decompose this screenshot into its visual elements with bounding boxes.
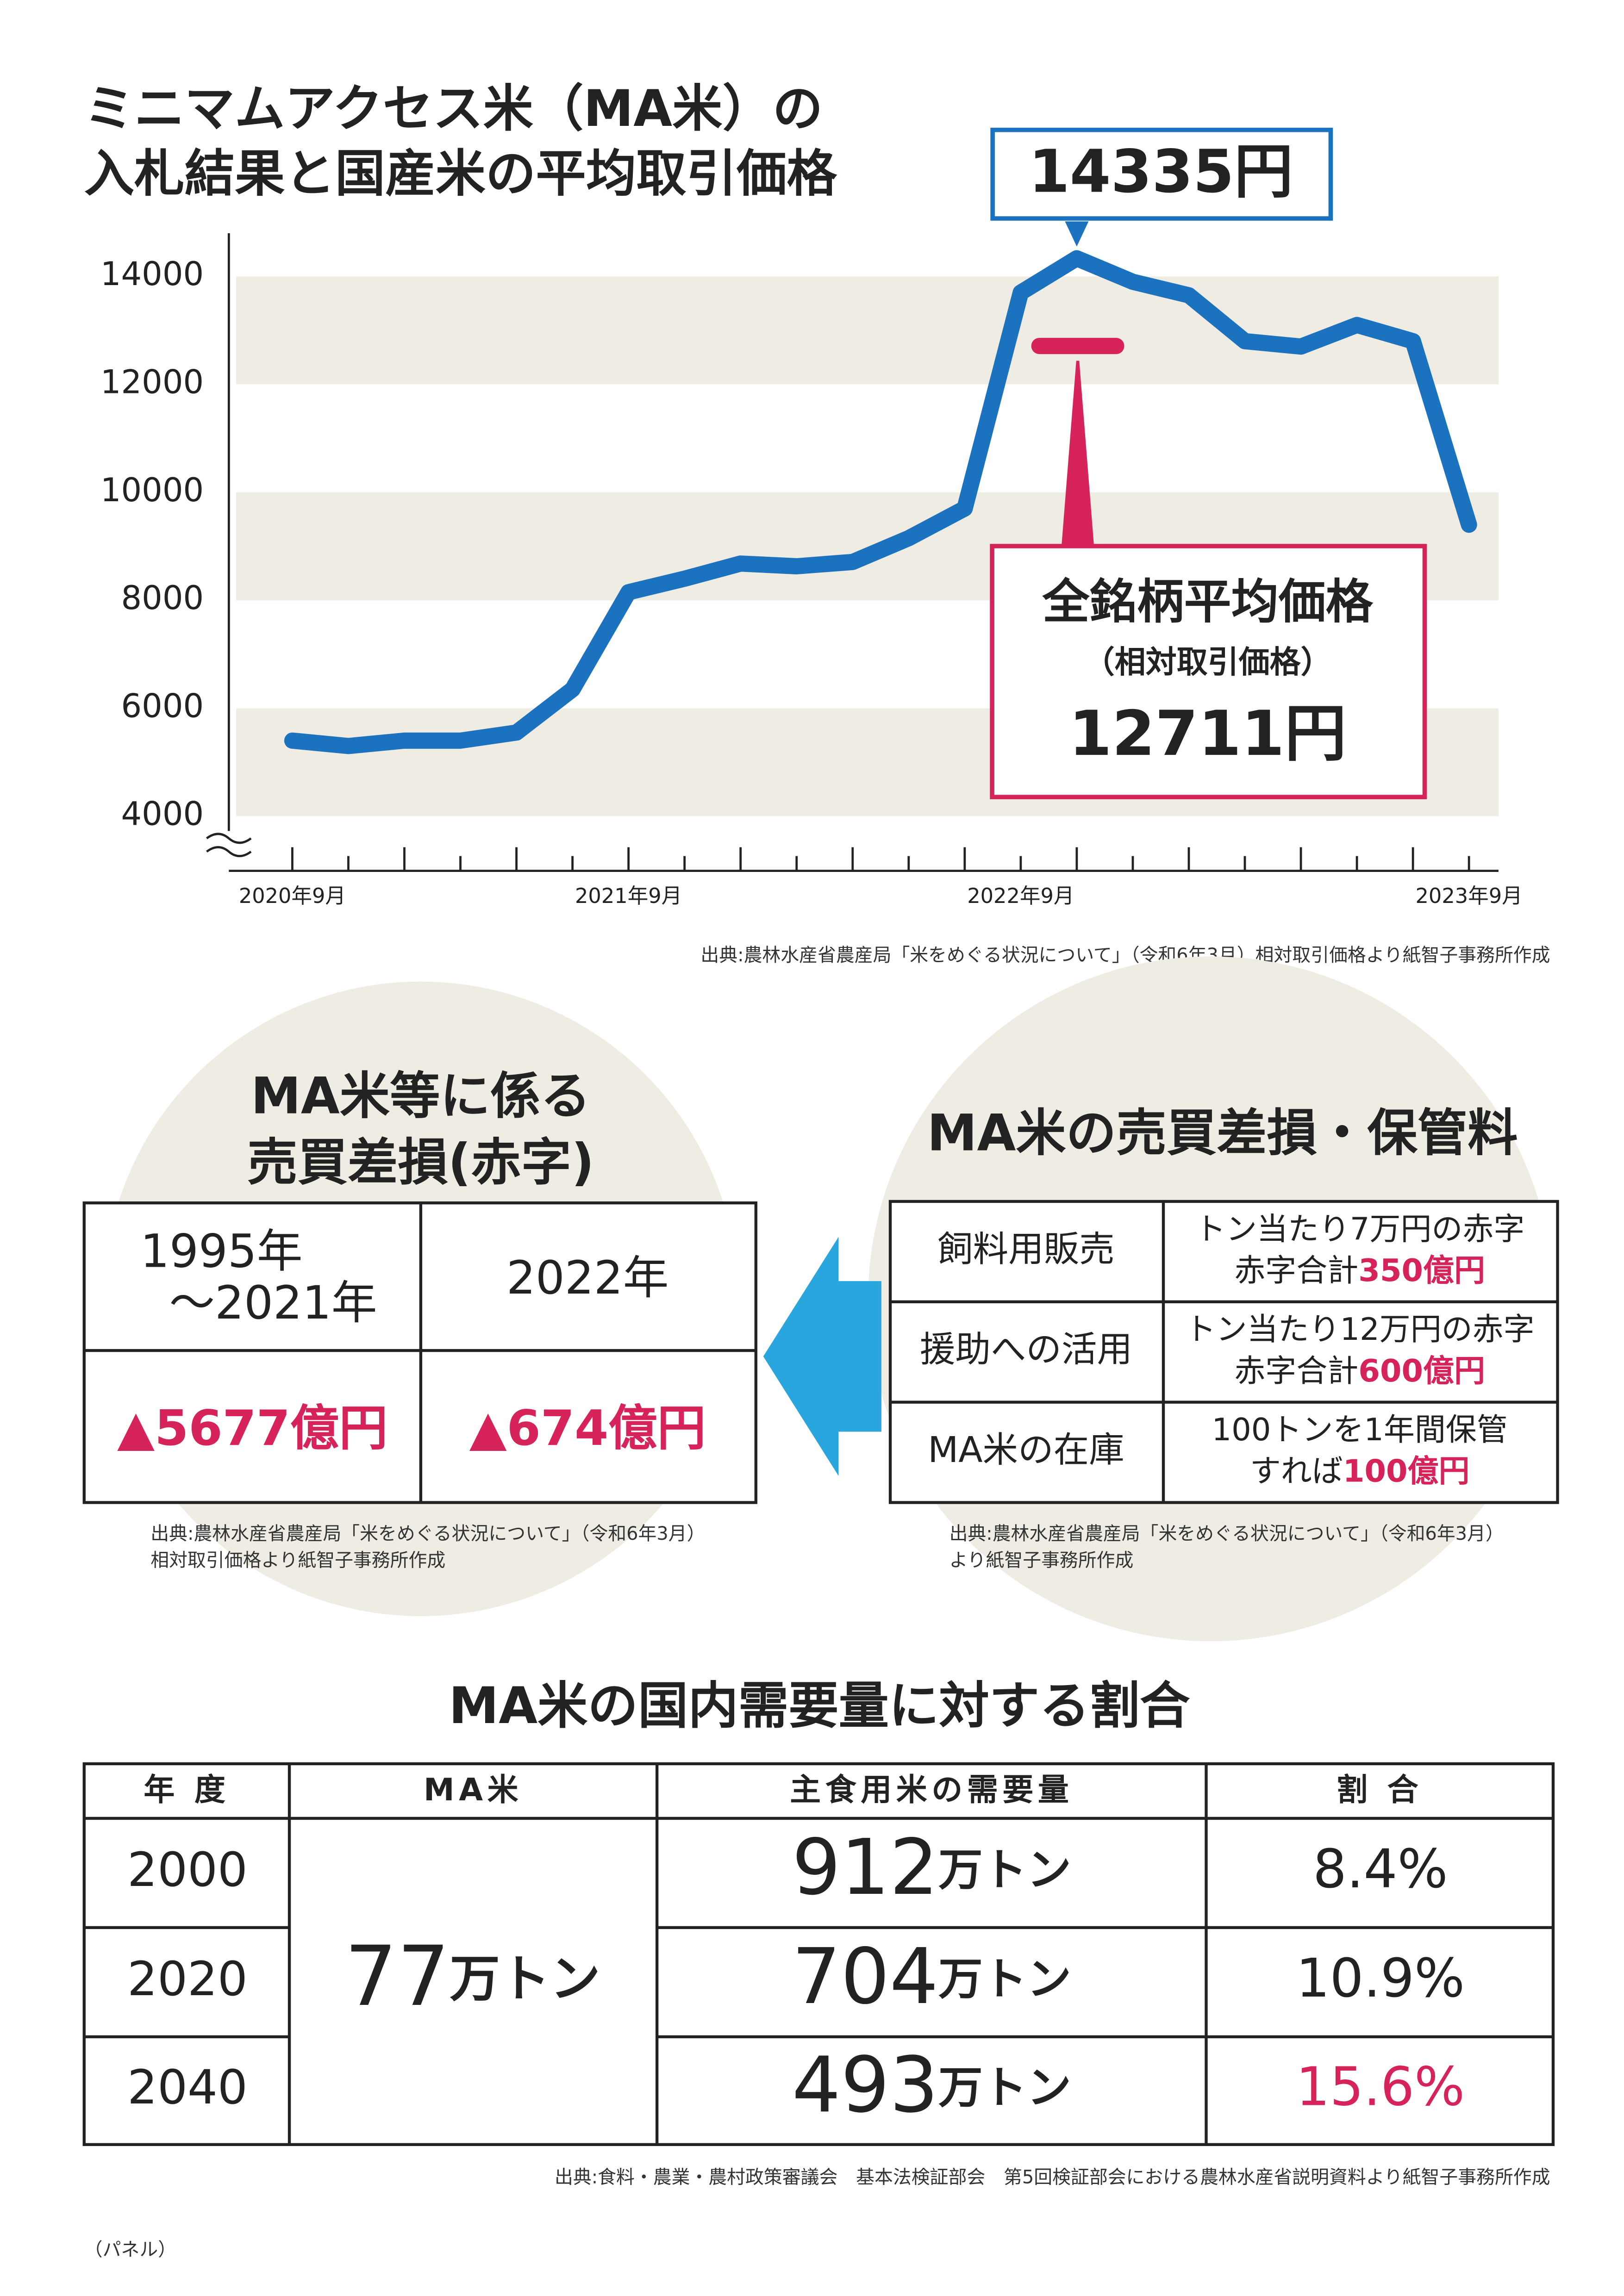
cell-text: 赤字合計600億円 bbox=[1234, 1352, 1485, 1388]
demand-unit: 万トン bbox=[938, 2062, 1071, 2114]
year-cell: 2000 bbox=[127, 1842, 248, 1898]
data-line bbox=[284, 250, 1477, 754]
grid-band bbox=[236, 276, 1499, 385]
reference-box bbox=[990, 544, 1427, 799]
y-tick-label: 8000 bbox=[121, 579, 204, 617]
demand-unit: 万トン bbox=[938, 1953, 1071, 2005]
table-frame bbox=[82, 1762, 1555, 2146]
source: 出典:農林水産省農産局「米をめぐる状況について」（令和6年3月）相対取引価格より… bbox=[700, 945, 1550, 966]
footer: （パネル） bbox=[84, 2239, 176, 2260]
cell-text: 100トンを1年間保管 bbox=[1212, 1412, 1508, 1448]
arrow bbox=[763, 1237, 881, 1476]
y-tick-label: 14000 bbox=[100, 255, 204, 293]
section-title: MA米等に係る bbox=[251, 1067, 591, 1126]
y-tick-label: 6000 bbox=[121, 687, 204, 725]
reference-sublabel: （相対取引価格） bbox=[1084, 644, 1332, 680]
header-cell: 2022年 bbox=[506, 1251, 668, 1305]
section-title: MA米の売買差損・保管料 bbox=[927, 1103, 1518, 1162]
source: 出典:農林水産省農産局「米をめぐる状況について」（令和6年3月） bbox=[949, 1523, 1504, 1544]
source: より紙智子事務所作成 bbox=[949, 1550, 1134, 1571]
ma-number: 77 bbox=[344, 1929, 450, 2025]
cell-text: 赤字合計 bbox=[1234, 1352, 1358, 1388]
header-cell: ～2021年 bbox=[169, 1276, 377, 1330]
demand-number: 704 bbox=[792, 1932, 939, 2022]
callout-pointer bbox=[1065, 221, 1089, 247]
cell-amount: 600億円 bbox=[1358, 1352, 1485, 1388]
section-title: 売買差損(赤字) bbox=[247, 1133, 594, 1192]
header-cell: 主食用米の需要量 bbox=[790, 1772, 1073, 1808]
reference-value: 12711円 bbox=[1069, 697, 1347, 770]
storage-table: 飼料用販売トン当たり7万円の赤字赤字合計350億円援助への活用トン当たり12万円… bbox=[888, 1200, 1559, 1504]
cell-text: トン当たり7万円の赤字 bbox=[1195, 1211, 1524, 1247]
year-cell: 2020 bbox=[127, 1952, 248, 2007]
x-tick-label: 2021年9月 bbox=[575, 884, 682, 908]
x-tick-label: 2023年9月 bbox=[1416, 884, 1523, 908]
cell-amount: 350億円 bbox=[1358, 1252, 1485, 1288]
source: 出典:農林水産省農産局「米をめぐる状況について」（令和6年3月） bbox=[150, 1523, 705, 1544]
demand-cell: 704万トン bbox=[792, 1932, 1071, 2022]
source: 出典:食料・農業・農村政策審議会 基本法検証部会 第5回検証部会における農林水産… bbox=[555, 2167, 1550, 2188]
row-label: MA米の在庫 bbox=[928, 1430, 1124, 1471]
cell-text: 赤字合計350億円 bbox=[1234, 1252, 1485, 1288]
header-cell: 年 度 bbox=[144, 1772, 230, 1808]
y-tick-label: 12000 bbox=[100, 363, 204, 401]
callout-box bbox=[990, 127, 1333, 221]
year-cell: 2040 bbox=[127, 2060, 248, 2115]
cell-text: トン当たり12万円の赤字 bbox=[1185, 1311, 1535, 1347]
cell-text: すれば100億円 bbox=[1250, 1453, 1470, 1489]
reference-label: 全銘柄平均価格 bbox=[1042, 574, 1374, 629]
data-label: 14335円 bbox=[1029, 138, 1293, 206]
header-cell: 1995年 bbox=[140, 1225, 302, 1278]
loss-value: ▲5677億円 bbox=[117, 1400, 387, 1456]
axis-break bbox=[206, 833, 252, 858]
ratio-cell: 10.9% bbox=[1296, 1948, 1465, 2010]
ratio-cell: 15.6% bbox=[1296, 2056, 1465, 2118]
cell-text: 赤字合計 bbox=[1234, 1252, 1358, 1288]
header-cell: MA米 bbox=[424, 1772, 523, 1808]
loss-value: ▲674億円 bbox=[469, 1400, 706, 1456]
ma-unit: 万トン bbox=[450, 1949, 600, 2008]
chart-title: ミニマムアクセス米（MA米）の bbox=[84, 79, 823, 138]
reference-pointer bbox=[1061, 361, 1094, 546]
demand-cell: 912万トン bbox=[792, 1823, 1071, 1912]
cell-text: すれば bbox=[1250, 1453, 1343, 1489]
demand-number: 493 bbox=[792, 2041, 939, 2130]
y-tick-label: 10000 bbox=[100, 471, 204, 509]
ratio-table: 年 度 MA米 主食用米の需要量割 合77万トン2000 912万トン 8.4%2020… bbox=[82, 1762, 1555, 2146]
row-label: 飼料用販売 bbox=[937, 1229, 1115, 1270]
demand-cell: 493万トン bbox=[792, 2041, 1071, 2130]
chart-title: 入札結果と国産米の平均取引価格 bbox=[84, 144, 838, 203]
demand-unit: 万トン bbox=[938, 1844, 1071, 1896]
table-frame bbox=[888, 1200, 1559, 1504]
y-tick-label: 4000 bbox=[121, 795, 204, 833]
ratio-cell: 8.4% bbox=[1313, 1838, 1448, 1900]
section-title: MA米の国内需要量に対する割合 bbox=[449, 1676, 1190, 1735]
plot: 4000 6000 8000 10000 12000 14000 2020年9月 2021年9… bbox=[100, 127, 1523, 908]
header-cell: 割 合 bbox=[1337, 1772, 1423, 1808]
demand-number: 912 bbox=[792, 1823, 939, 1912]
row-label: 援助への活用 bbox=[920, 1329, 1132, 1370]
x-tick-label: 2022年9月 bbox=[967, 884, 1074, 908]
cell-amount: 100億円 bbox=[1343, 1453, 1470, 1489]
source: 相対取引価格より紙智子事務所作成 bbox=[150, 1550, 445, 1571]
x-tick-label: 2020年9月 bbox=[239, 884, 346, 908]
ma-cell: 77万トン bbox=[344, 1929, 600, 2025]
